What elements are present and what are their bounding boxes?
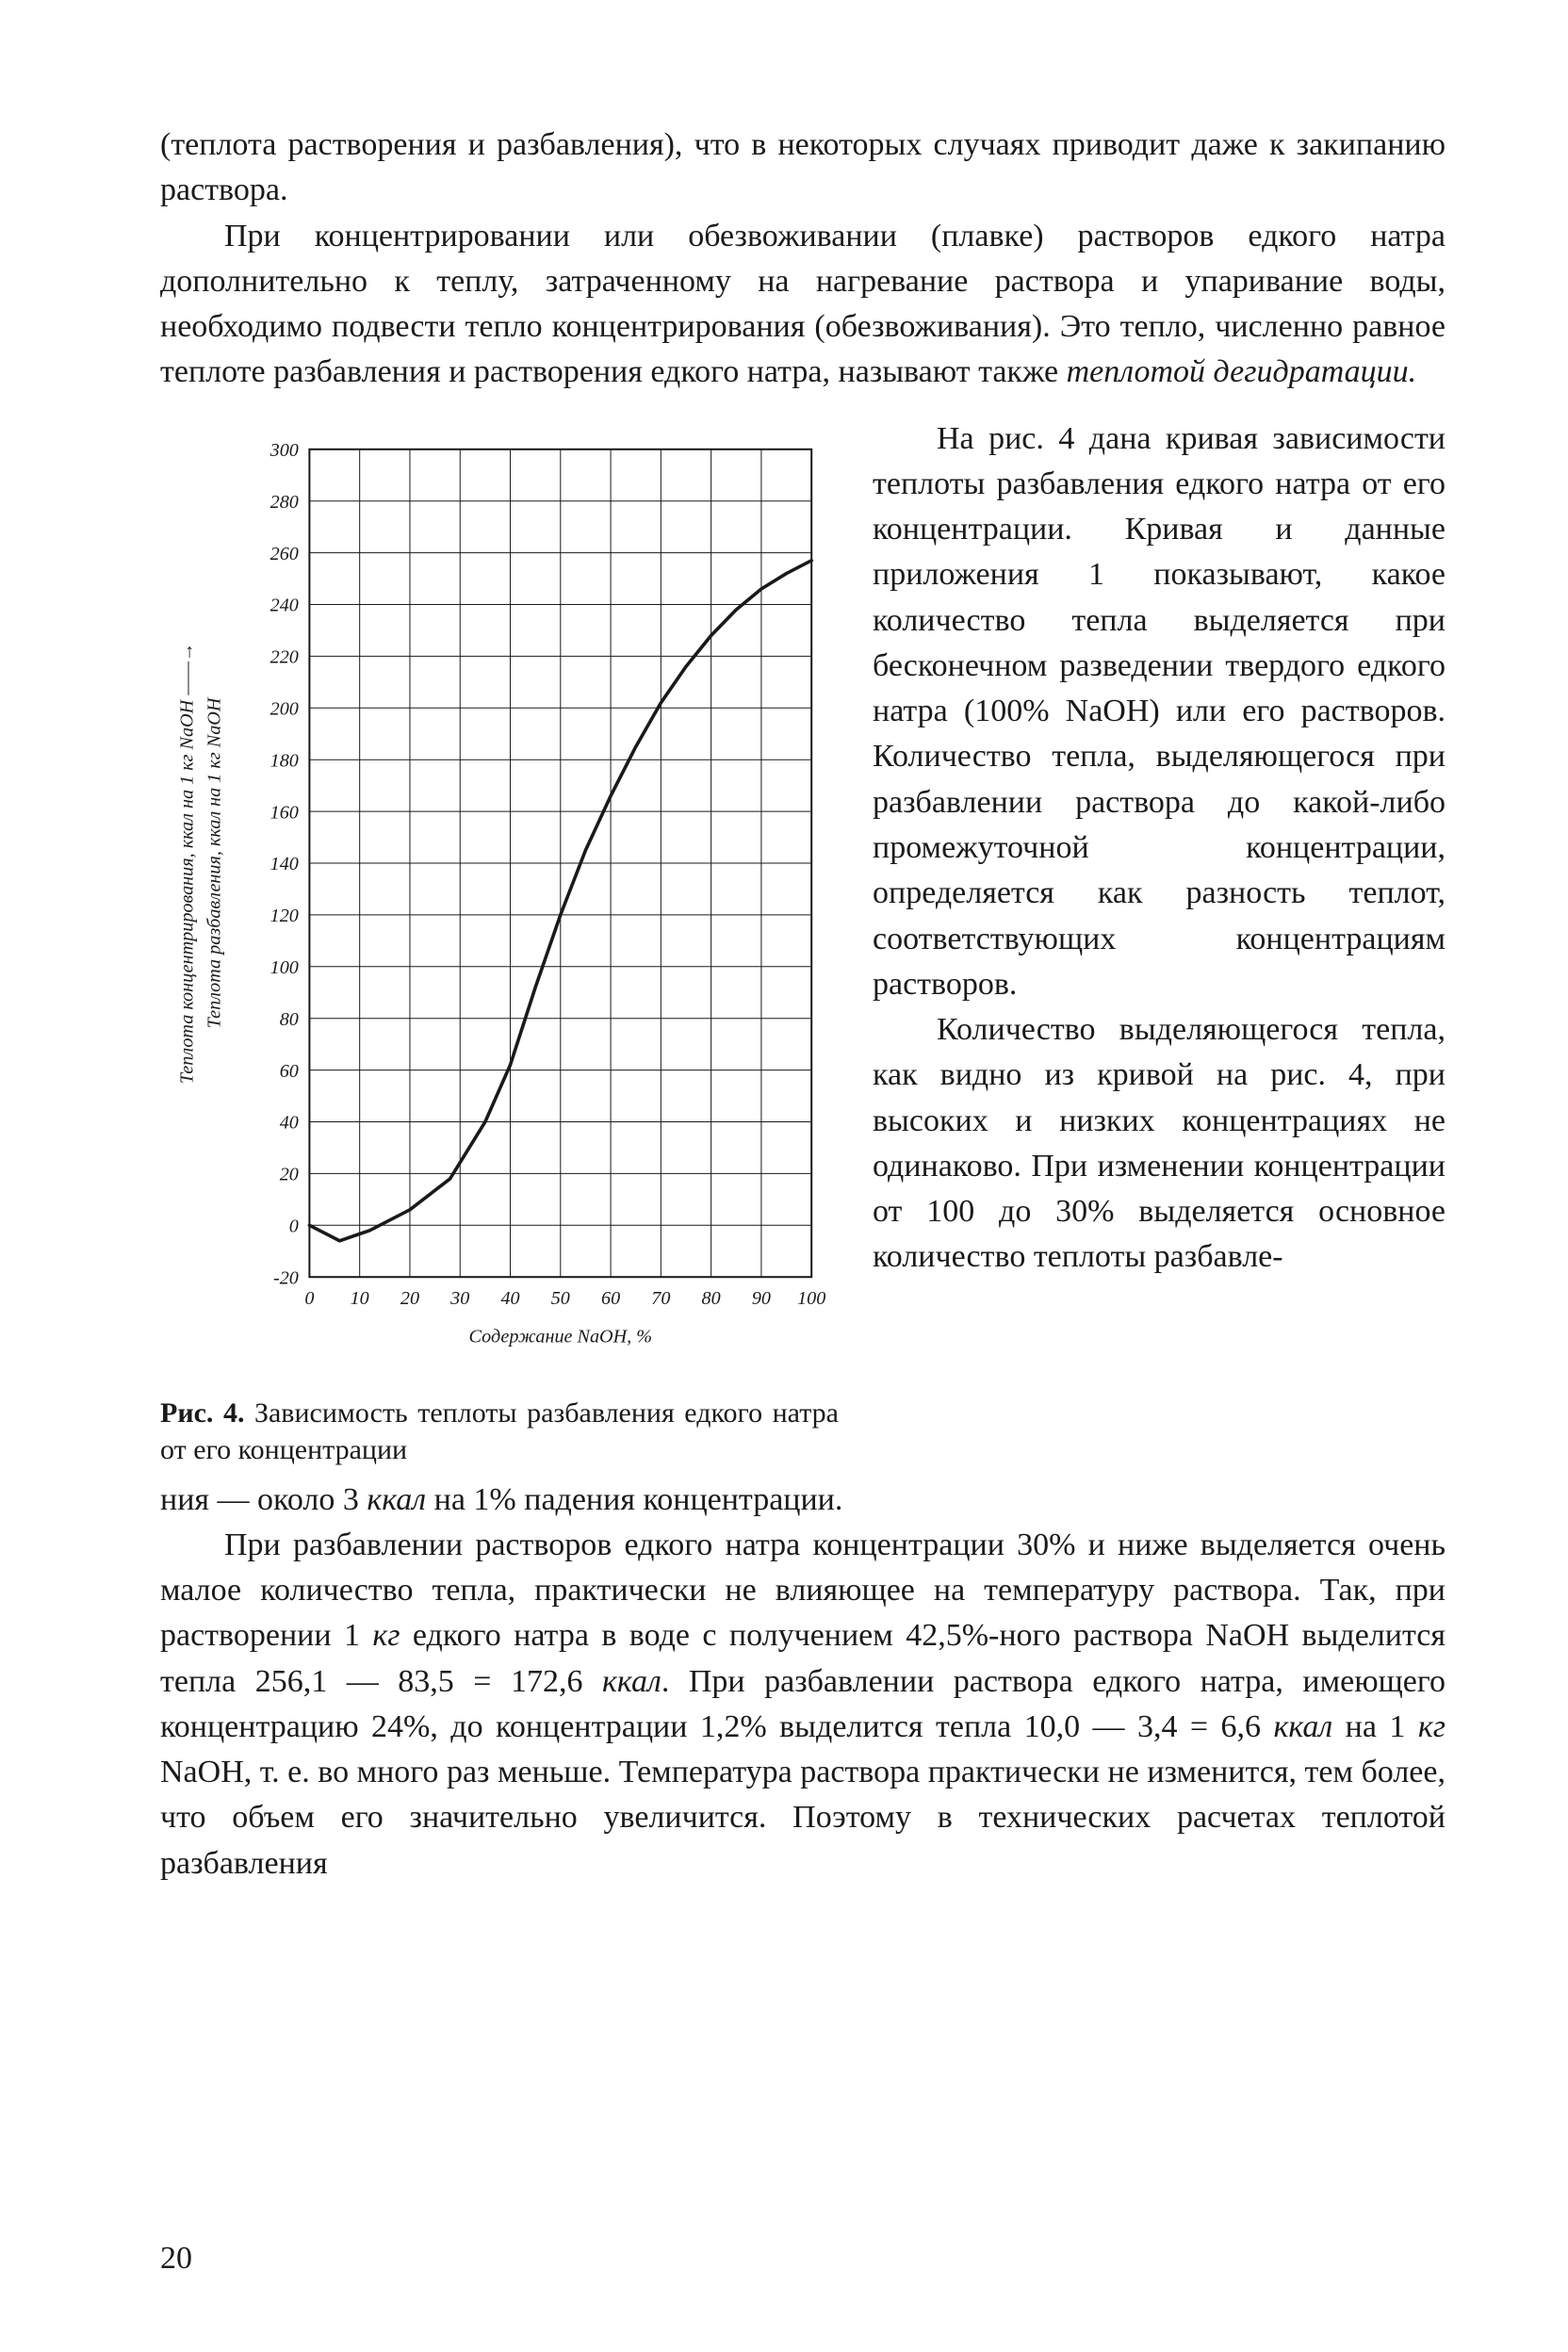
svg-text:40: 40 (280, 1112, 299, 1133)
paragraph-4: Количество выделяющегося тепла, как видн… (873, 1007, 1446, 1281)
paragraph-1: (теплота растворения и разбавления), что… (160, 122, 1446, 214)
paragraph-3: На рис. 4 дана кривая зависимости теплот… (873, 416, 1446, 1007)
chart-svg: 0102030405060708090100-20020406080100120… (160, 416, 839, 1378)
svg-text:100: 100 (797, 1288, 825, 1309)
svg-text:100: 100 (270, 957, 299, 978)
svg-text:160: 160 (270, 802, 299, 823)
svg-text:200: 200 (270, 698, 299, 719)
svg-text:70: 70 (651, 1288, 670, 1309)
svg-text:240: 240 (270, 595, 299, 615)
p6e: NaOH, т. е. во много раз меньше. Темпера… (160, 1755, 1446, 1881)
svg-text:50: 50 (551, 1288, 570, 1309)
figure-4: 0102030405060708090100-20020406080100120… (160, 416, 839, 1468)
svg-text:140: 140 (270, 854, 299, 874)
svg-text:20: 20 (400, 1288, 419, 1309)
svg-text:120: 120 (270, 906, 299, 926)
p6i4: кг (1418, 1709, 1446, 1744)
svg-text:180: 180 (270, 750, 299, 771)
svg-text:280: 280 (270, 491, 299, 512)
figure-caption: Рис. 4. Зависимость теплоты разбавления … (160, 1395, 839, 1468)
svg-text:0: 0 (304, 1288, 314, 1309)
svg-text:30: 30 (449, 1288, 469, 1309)
p5b: на 1% падения концентрации. (426, 1482, 842, 1517)
svg-text:220: 220 (270, 646, 299, 667)
svg-text:40: 40 (500, 1288, 519, 1309)
figure-caption-prefix: Рис. 4. (160, 1397, 254, 1429)
paragraph-5: ния — около 3 ккал на 1% падения концент… (160, 1478, 1446, 1523)
svg-text:300: 300 (270, 440, 299, 461)
paragraph-2-italic: теплотой дегидратации. (1067, 354, 1417, 389)
page-number: 20 (160, 2241, 192, 2277)
p5i1: ккал (367, 1482, 426, 1517)
svg-text:60: 60 (601, 1288, 620, 1309)
p6i3: ккал (1273, 1709, 1332, 1744)
svg-text:Содержание NaOH, %: Содержание NaOH, % (469, 1326, 653, 1347)
svg-text:90: 90 (752, 1288, 771, 1309)
figure-caption-text: Зависимость теплоты разбавления едкого н… (160, 1397, 839, 1465)
p6i2: ккал (602, 1664, 662, 1699)
paragraph-6: При разбавлении растворов едкого натра к… (160, 1523, 1446, 1886)
svg-text:80: 80 (280, 1008, 299, 1029)
svg-text:10: 10 (351, 1288, 369, 1309)
p6d: на 1 (1332, 1709, 1418, 1744)
svg-text:260: 260 (270, 543, 299, 564)
svg-text:0: 0 (289, 1216, 299, 1236)
svg-text:Теплота концентрирования, ккал: Теплота концентрирования, ккал на 1 кг N… (177, 642, 198, 1083)
paragraph-2: При концентрировании или обезвоживании (… (160, 214, 1446, 396)
p6i1: кг (372, 1618, 400, 1653)
svg-text:80: 80 (702, 1288, 721, 1309)
svg-text:60: 60 (280, 1060, 299, 1081)
p5a: ния — около 3 (160, 1482, 367, 1517)
svg-text:-20: -20 (273, 1267, 299, 1288)
svg-text:Теплота разбавления, ккал на 1: Теплота разбавления, ккал на 1 кг NaOH (204, 696, 224, 1028)
svg-text:20: 20 (280, 1164, 299, 1184)
